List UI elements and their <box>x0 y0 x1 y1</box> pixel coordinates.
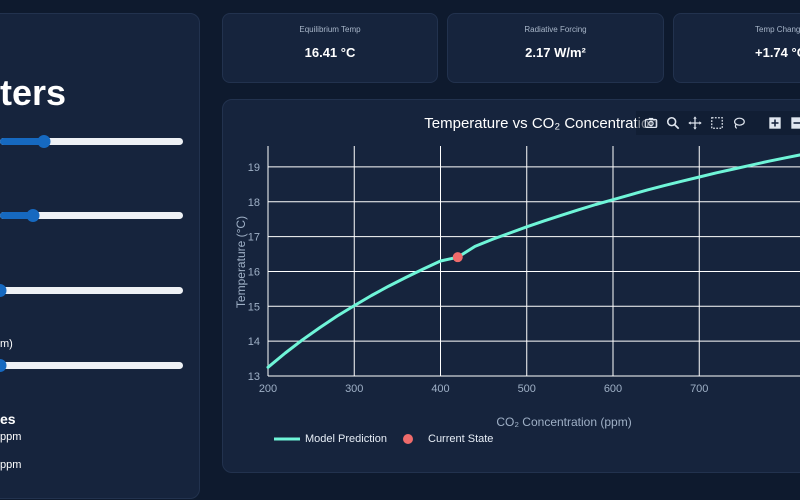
y-tick-label: 17 <box>248 232 260 244</box>
section-heading-fragment: es <box>0 411 16 427</box>
slider-1[interactable] <box>0 132 183 152</box>
slider-4[interactable] <box>0 356 183 376</box>
metric-card-radiative-forcing: Radiative Forcing 2.17 W/m² <box>447 13 664 83</box>
metric-value: +1.74 °C <box>755 45 800 60</box>
x-tick-label: 200 <box>259 383 277 395</box>
x-tick-label: 400 <box>431 383 449 395</box>
zoom-out-icon[interactable] <box>788 114 800 132</box>
panel-title: eters <box>0 72 67 113</box>
legend-item-model-prediction[interactable]: Model Prediction <box>273 433 387 445</box>
x-tick-label: 600 <box>604 383 622 395</box>
parameters-panel <box>0 13 200 499</box>
metric-card-equilibrium-temp: Equilibrium Temp 16.41 °C <box>222 13 438 83</box>
slider-thumb[interactable] <box>0 284 7 297</box>
slider-thumb[interactable] <box>37 135 51 148</box>
chart-title: Temperature vs CO₂ Concentration <box>424 115 657 132</box>
series-line-model-prediction <box>266 153 800 369</box>
y-tick-label: 19 <box>248 162 260 174</box>
legend-label: Current State <box>428 433 494 445</box>
slider-2[interactable] <box>0 206 183 226</box>
metric-label: Temp Change <box>755 25 800 34</box>
camera-icon[interactable] <box>642 114 660 132</box>
lasso-select-icon[interactable] <box>730 114 748 132</box>
y-tick-label: 13 <box>248 371 260 383</box>
slider-track[interactable] <box>0 362 183 369</box>
slider-thumb[interactable] <box>0 359 7 372</box>
y-tick-label: 14 <box>248 336 260 348</box>
legend-point-swatch <box>403 434 413 444</box>
slider-track[interactable] <box>0 138 183 145</box>
y-tick-label: 18 <box>248 197 260 209</box>
data-point-current-state <box>452 252 463 263</box>
y-tick-label: 16 <box>248 266 260 278</box>
metric-label: Equilibrium Temp <box>299 25 361 34</box>
zoom-in-icon[interactable] <box>766 114 784 132</box>
metric-value: 2.17 W/m² <box>525 45 586 60</box>
metric-label: Radiative Forcing <box>524 25 587 34</box>
metric-card-temp-change: Temp Change +1.74 °C <box>673 13 800 83</box>
x-tick-label: 700 <box>690 383 708 395</box>
chart-modebar <box>636 111 800 135</box>
slider-track[interactable] <box>0 287 183 294</box>
slider-3[interactable] <box>0 281 183 301</box>
y-tick-label: 15 <box>248 301 260 313</box>
slider-track[interactable] <box>0 212 183 219</box>
pan-icon[interactable] <box>686 114 704 132</box>
y-axis-label: Temperature (°C) <box>234 216 248 308</box>
slider-4-label-fragment: m) <box>0 338 13 350</box>
slider-thumb[interactable] <box>26 209 40 222</box>
legend-item-current-state[interactable]: Current State <box>402 433 493 445</box>
x-tick-label: 500 <box>518 383 536 395</box>
legend-line-swatch <box>274 437 300 441</box>
x-tick-label: 300 <box>345 383 363 395</box>
chart-panel <box>222 99 800 473</box>
x-axis-label: CO₂ Concentration (ppm) <box>496 415 631 429</box>
metric-value: 16.41 °C <box>304 45 356 60</box>
list-item-value: ppm <box>0 459 22 471</box>
list-item-value: ppm <box>0 431 22 443</box>
zoom-icon[interactable] <box>664 114 682 132</box>
slider-fill <box>0 212 33 219</box>
legend-label: Model Prediction <box>305 433 387 445</box>
box-select-icon[interactable] <box>708 114 726 132</box>
slider-fill <box>0 138 44 145</box>
